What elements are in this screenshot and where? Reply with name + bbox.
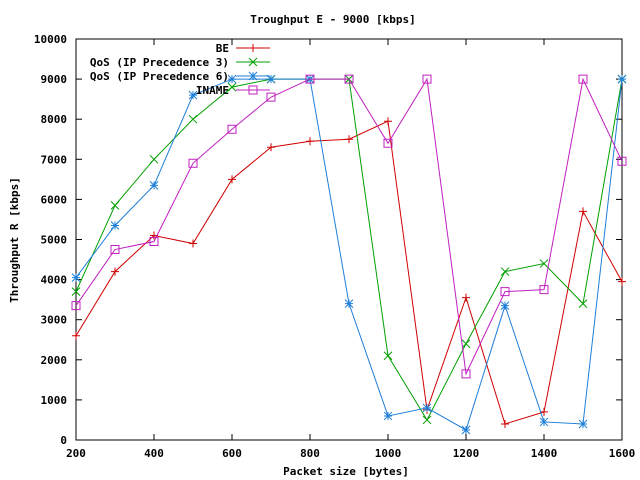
data-point xyxy=(617,74,627,84)
data-point xyxy=(384,117,392,126)
data-point xyxy=(383,351,393,361)
data-point xyxy=(462,293,470,302)
data-point xyxy=(344,299,354,309)
data-point xyxy=(110,245,120,255)
data-point xyxy=(617,156,627,166)
y-tick-label: 6000 xyxy=(41,193,68,206)
y-tick-label: 8000 xyxy=(41,113,68,126)
legend-label: QoS (IP Precedence 6) xyxy=(90,70,229,83)
data-point xyxy=(578,419,588,429)
chart-title: Troughput E - 9000 [kbps] xyxy=(250,13,416,26)
data-point xyxy=(500,287,510,297)
x-tick-label: 1000 xyxy=(375,447,402,460)
y-tick-label: 5000 xyxy=(41,234,68,247)
data-point xyxy=(110,201,120,210)
x-tick-label: 400 xyxy=(144,447,164,460)
data-point xyxy=(149,237,159,247)
data-point xyxy=(188,114,198,124)
data-point xyxy=(149,154,159,164)
y-tick-label: 10000 xyxy=(34,33,67,46)
legend-swatch-marker xyxy=(248,71,258,81)
data-point xyxy=(188,158,198,168)
y-tick-label: 1000 xyxy=(41,394,68,407)
data-point xyxy=(422,415,432,425)
y-tick-label: 9000 xyxy=(41,73,68,86)
data-point xyxy=(266,92,276,102)
x-tick-label: 200 xyxy=(66,447,86,460)
data-point xyxy=(267,143,275,152)
data-point xyxy=(344,74,354,84)
series-lines xyxy=(71,74,627,435)
legend-label: BE xyxy=(216,42,229,55)
y-tick-label: 7000 xyxy=(41,153,68,166)
data-point xyxy=(266,74,276,84)
series-2 xyxy=(71,74,627,435)
data-point xyxy=(71,273,81,282)
data-point xyxy=(461,425,471,435)
data-point xyxy=(71,301,81,311)
series-0 xyxy=(72,117,626,428)
data-point xyxy=(618,277,626,286)
axis-ticks: 200 400 600 800 1000 1200 1400 1600 0 1000 2000 300… xyxy=(34,33,635,460)
data-point xyxy=(149,181,159,190)
series-line xyxy=(75,78,623,421)
series-line xyxy=(75,78,623,431)
y-tick-label: 4000 xyxy=(41,274,68,287)
data-point xyxy=(305,74,315,84)
data-point xyxy=(227,74,237,84)
data-point xyxy=(383,138,393,148)
data-point xyxy=(500,267,510,276)
data-point xyxy=(306,137,314,146)
x-tick-label: 800 xyxy=(300,447,320,460)
data-point xyxy=(383,411,393,421)
data-point xyxy=(422,74,432,84)
data-point xyxy=(578,74,588,84)
data-point xyxy=(501,419,509,428)
data-point xyxy=(189,239,197,248)
data-point xyxy=(188,90,198,100)
x-tick-label: 1200 xyxy=(453,447,480,460)
x-tick-label: 1400 xyxy=(531,447,558,460)
data-point xyxy=(461,369,471,379)
data-point xyxy=(72,331,80,340)
data-point xyxy=(539,259,549,268)
y-tick-label: 0 xyxy=(60,434,67,447)
data-point xyxy=(71,287,81,296)
legend-swatch-marker xyxy=(248,85,258,95)
series-line xyxy=(75,120,623,425)
data-point xyxy=(579,207,587,216)
data-point xyxy=(227,124,237,134)
data-point xyxy=(110,221,120,230)
data-point xyxy=(578,299,588,309)
data-point xyxy=(228,175,236,184)
data-point xyxy=(539,285,549,295)
data-point xyxy=(345,135,353,144)
series-1 xyxy=(71,74,627,425)
data-point xyxy=(461,339,471,349)
data-point xyxy=(227,82,237,92)
legend-swatch-marker xyxy=(248,57,258,67)
legend-label: QoS (IP Precedence 3) xyxy=(90,56,229,69)
y-axis-label: Throughput R [kbps] xyxy=(8,177,21,303)
data-point xyxy=(540,407,548,416)
legend-label: INAME xyxy=(196,84,229,97)
data-point xyxy=(500,301,510,311)
data-point xyxy=(539,417,549,427)
x-axis-label: Packet size [bytes] xyxy=(283,465,409,478)
data-point xyxy=(111,267,119,276)
legend-swatch-marker xyxy=(249,44,257,52)
x-tick-label: 1600 xyxy=(609,447,636,460)
series-3 xyxy=(71,74,627,379)
y-tick-label: 3000 xyxy=(41,314,68,327)
y-tick-label: 2000 xyxy=(41,354,68,367)
data-point xyxy=(422,403,432,413)
x-tick-label: 600 xyxy=(222,447,242,460)
series-line xyxy=(75,77,623,376)
